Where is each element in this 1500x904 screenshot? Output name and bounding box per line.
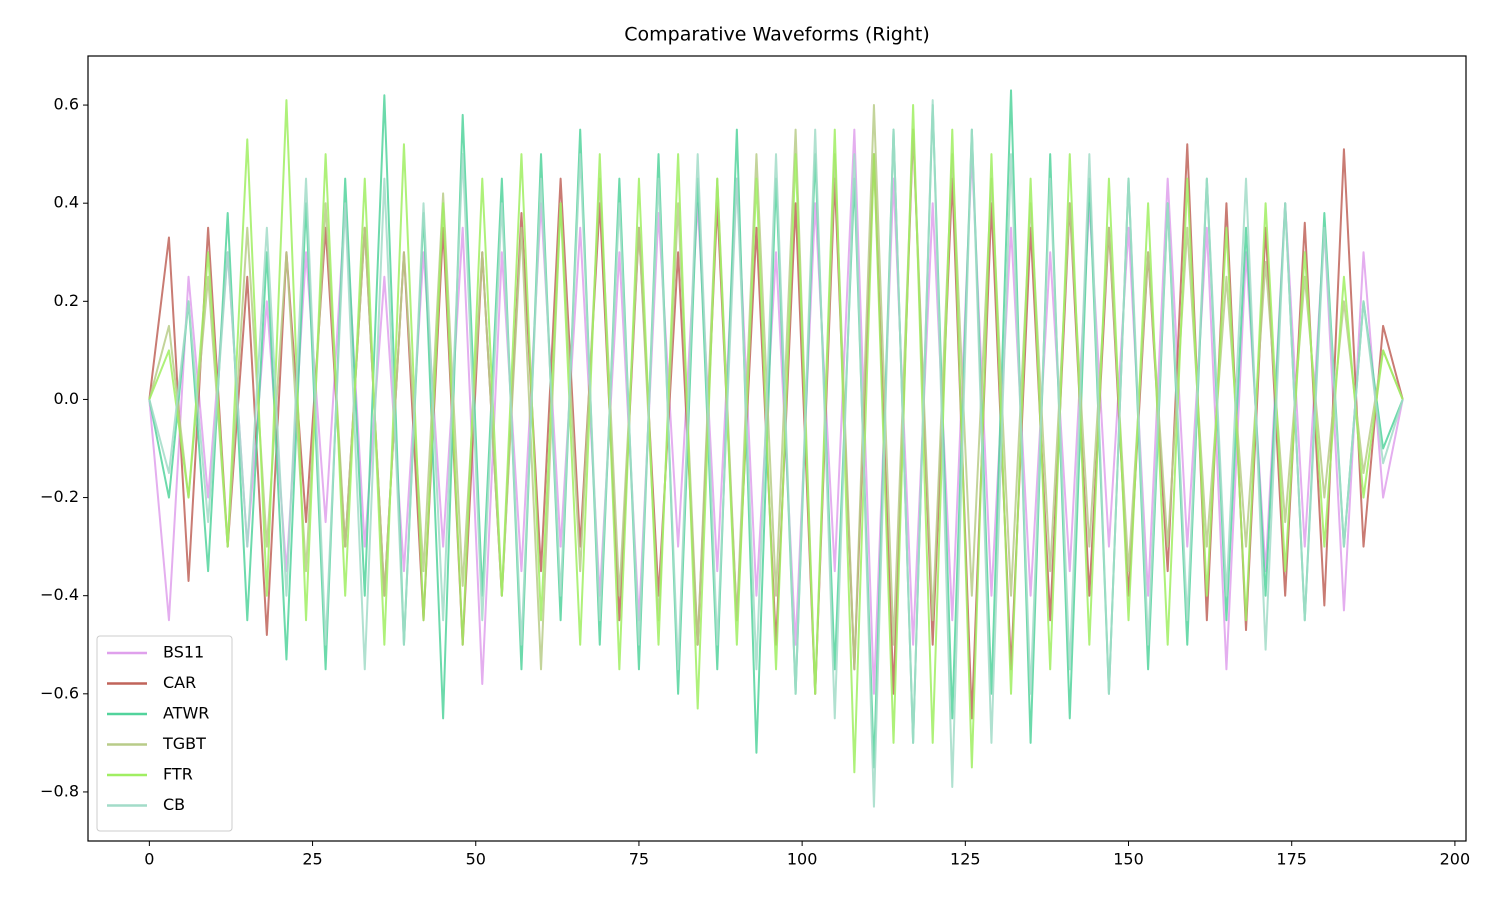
x-tick-label: 75 <box>629 850 649 869</box>
series-line <box>148 99 1404 774</box>
x-tick-label: 150 <box>1113 850 1144 869</box>
x-tick-label: 50 <box>466 850 486 869</box>
y-tick-label: 0.6 <box>54 95 79 114</box>
x-tick-label: 0 <box>144 850 154 869</box>
legend-label: FTR <box>163 765 193 784</box>
series-line <box>148 128 1404 695</box>
y-tick-label: −0.8 <box>40 781 79 800</box>
y-tick-label: 0.4 <box>54 193 79 212</box>
y-tick-label: 0.2 <box>54 291 79 310</box>
x-tick-label: 125 <box>950 850 981 869</box>
y-tick-label: −0.2 <box>40 487 79 506</box>
x-tick-label: 100 <box>787 850 818 869</box>
axes-frame <box>87 55 1467 842</box>
legend-label: CB <box>163 795 185 814</box>
legend-label: TGBT <box>162 734 206 753</box>
legend-label: CAR <box>163 673 196 692</box>
x-tick-label: 175 <box>1276 850 1307 869</box>
x-tick-label: 25 <box>302 850 322 869</box>
x-tick-label: 200 <box>1440 850 1471 869</box>
y-tick-label: −0.6 <box>40 683 79 702</box>
chart-title: Comparative Waveforms (Right) <box>624 24 930 46</box>
legend-label: ATWR <box>163 704 209 723</box>
y-tick-label: 0.0 <box>54 389 79 408</box>
y-tick-label: −0.4 <box>40 585 79 604</box>
legend-label: BS11 <box>163 643 204 662</box>
series-line <box>148 99 1404 808</box>
